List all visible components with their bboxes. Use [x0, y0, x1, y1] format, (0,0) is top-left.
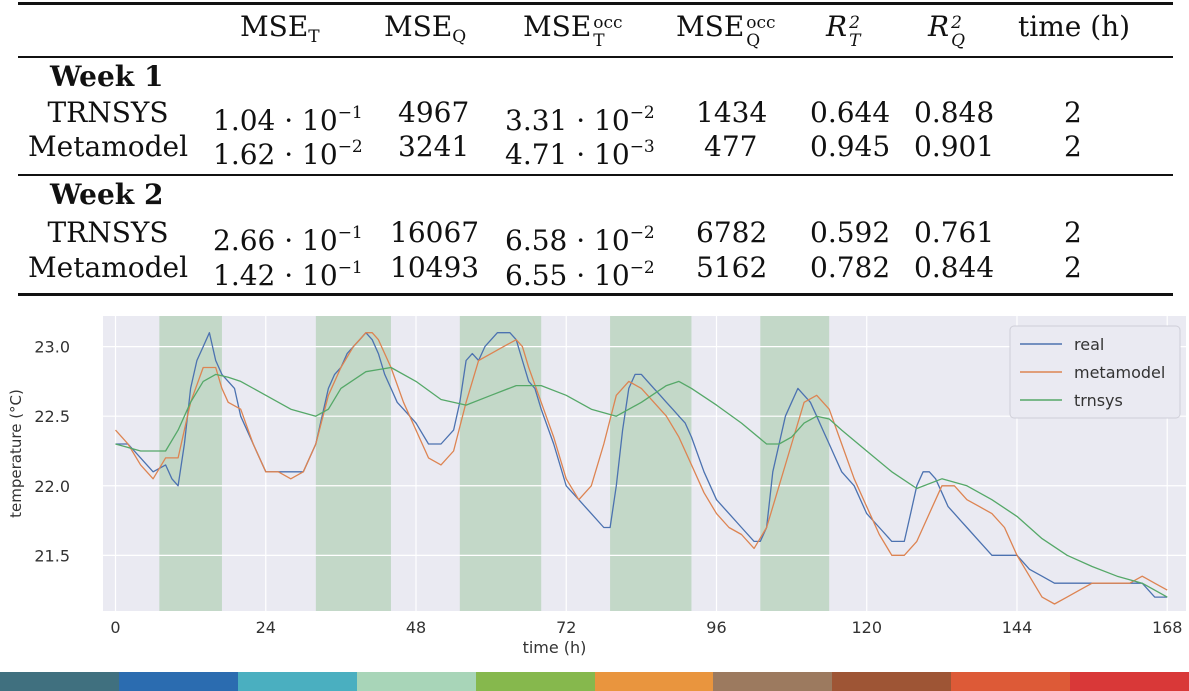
legend-box	[1009, 325, 1181, 419]
y-axis-label: temperature (°C)	[7, 389, 25, 518]
header-time: time (h)	[1018, 10, 1131, 43]
color-strip-segment	[475, 672, 595, 691]
cell-mse-q: 10493	[390, 251, 480, 284]
x-tick-label: 72	[556, 618, 576, 637]
section-title-week2: Week 2	[50, 178, 164, 211]
header-mse-q: MSEQ	[384, 10, 467, 47]
color-strip-segment	[356, 672, 476, 691]
x-tick-label: 24	[256, 618, 276, 637]
x-tick-label: 168	[1152, 618, 1183, 637]
cell-mse-t: 1.42 · 10−1	[213, 258, 363, 292]
occupied-band	[315, 316, 391, 611]
x-tick-label: 0	[110, 618, 120, 637]
cell-mse-q: 4967	[398, 96, 470, 129]
occupied-band	[610, 316, 692, 611]
row-label-week2-trnsys: TRNSYS	[47, 216, 169, 249]
row-label-week1-metamodel: Metamodel	[28, 130, 189, 163]
cell-mse-t-occ: 4.71 · 10−3	[505, 137, 655, 171]
cell-r2-q: 0.901	[914, 130, 995, 163]
color-strip	[0, 672, 1189, 691]
occupied-band	[459, 316, 542, 611]
color-strip-segment	[237, 672, 357, 691]
x-axis-label: time (h)	[523, 638, 587, 657]
cell-mse-q-occ: 6782	[696, 216, 768, 249]
header-mse-q-occ: MSE occ Q	[676, 10, 776, 51]
occupied-band	[760, 316, 830, 611]
temperature-chart: 0 24 48 72 96 120 144 168 21.5 22.0 22.5 23.0 time…	[0, 306, 1189, 666]
series-line-real	[115, 332, 1168, 598]
y-tick-label: 21.5	[34, 546, 70, 565]
cell-r2-t: 0.782	[810, 251, 891, 284]
cell-r2-q: 0.761	[914, 216, 995, 249]
table-top-rule	[18, 2, 1173, 5]
cell-mse-t: 2.66 · 10−1	[213, 223, 363, 257]
legend-label-real: real	[1074, 335, 1104, 354]
cell-r2-t: 0.945	[810, 130, 891, 163]
table-header-rule	[18, 56, 1173, 58]
cell-mse-t: 1.62 · 10−2	[213, 137, 363, 171]
series-line-trnsys	[115, 366, 1168, 598]
cell-r2-t: 0.592	[810, 216, 891, 249]
color-strip-segment	[0, 672, 119, 691]
occupied-period-bands	[159, 316, 830, 611]
color-strip-segment	[951, 672, 1071, 691]
x-tick-label: 120	[851, 618, 882, 637]
color-strip-segment	[832, 672, 952, 691]
temperature-chart-svg: 0 24 48 72 96 120 144 168 21.5 22.0 22.5 23.0 time…	[7, 316, 1186, 657]
y-tick-labels: 21.5 22.0 22.5 23.0	[34, 338, 70, 566]
legend-label-trnsys: trnsys	[1074, 391, 1123, 410]
cell-mse-t: 1.04 · 10−1	[213, 103, 363, 137]
y-tick-label: 22.5	[34, 407, 70, 426]
cell-time: 2	[1064, 251, 1082, 284]
color-strip-segment	[594, 672, 714, 691]
cell-r2-q: 0.848	[914, 96, 995, 129]
color-strip-segment	[713, 672, 833, 691]
table-section-rule	[18, 174, 1173, 176]
cell-r2-q: 0.844	[914, 251, 995, 284]
color-strip-segment	[118, 672, 238, 691]
table-bottom-rule	[18, 293, 1173, 296]
series-line-metamodel	[115, 332, 1168, 605]
cell-mse-q-occ: 1434	[696, 96, 768, 129]
cell-mse-t-occ: 6.58 · 10−2	[505, 223, 655, 257]
y-tick-label: 23.0	[34, 338, 70, 357]
color-strip-segment	[1070, 672, 1189, 691]
cell-mse-t-occ: 6.55 · 10−2	[505, 258, 655, 292]
header-mse-t-occ: MSE occ T	[523, 10, 623, 51]
x-tick-label: 144	[1002, 618, 1033, 637]
legend: real metamodel trnsys	[1009, 325, 1181, 419]
header-mse-t: MSET	[240, 10, 320, 47]
y-tick-label: 22.0	[34, 477, 70, 496]
cell-mse-t-occ: 3.31 · 10−2	[505, 103, 655, 137]
row-label-week2-metamodel: Metamodel	[28, 251, 189, 284]
occupied-band	[159, 316, 222, 611]
cell-time: 2	[1064, 96, 1082, 129]
cell-mse-q-occ: 477	[704, 130, 758, 163]
x-tick-labels: 0 24 48 72 96 120 144 168	[110, 618, 1182, 637]
cell-r2-t: 0.644	[810, 96, 891, 129]
series-lines	[115, 332, 1168, 605]
cell-time: 2	[1064, 216, 1082, 249]
cell-mse-q: 16067	[390, 216, 480, 249]
cell-time: 2	[1064, 130, 1082, 163]
x-tick-label: 48	[406, 618, 426, 637]
row-label-week1-trnsys: TRNSYS	[47, 96, 169, 129]
x-tick-label: 96	[706, 618, 726, 637]
legend-label-metamodel: metamodel	[1074, 363, 1165, 382]
cell-mse-q: 3241	[398, 130, 470, 163]
grid-lines	[103, 316, 1186, 611]
cell-mse-q-occ: 5162	[696, 251, 768, 284]
section-title-week1: Week 1	[50, 60, 164, 93]
